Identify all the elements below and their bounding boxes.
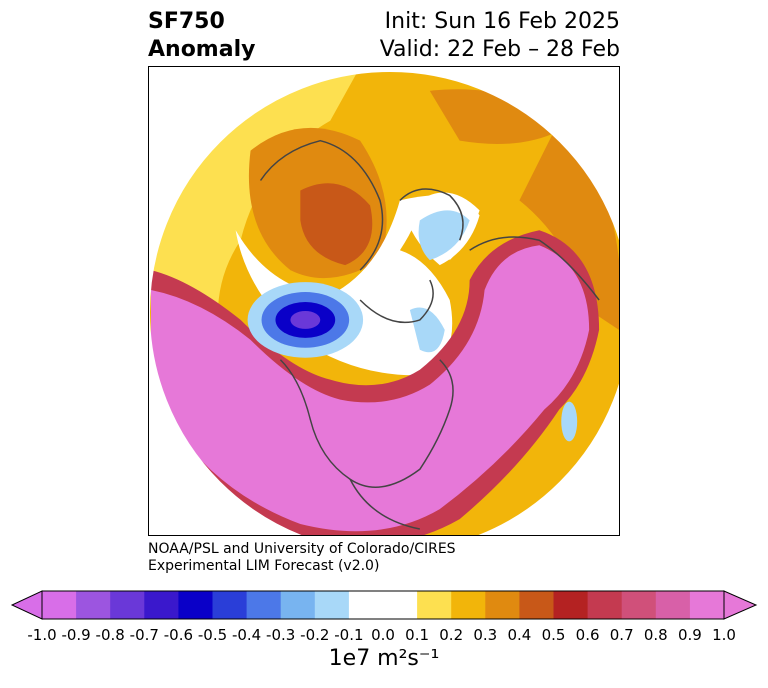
colorbar-bin bbox=[689, 591, 725, 619]
colorbar-bin bbox=[246, 591, 282, 619]
anomaly-fill bbox=[149, 70, 619, 535]
colorbar-tick-label: 1.0 bbox=[712, 626, 736, 644]
colorbar-tick-label: 0.4 bbox=[507, 626, 532, 644]
colorbar-tick-label: -0.3 bbox=[266, 626, 296, 644]
colorbar-tick-label: -0.6 bbox=[163, 626, 194, 644]
colorbar-tick-label: -0.7 bbox=[129, 626, 159, 644]
colorbar-bin bbox=[348, 591, 384, 619]
colorbar-tick-label: 0.5 bbox=[541, 626, 566, 644]
rust-center bbox=[300, 183, 373, 266]
coastlines bbox=[259, 100, 600, 530]
colorbar-unit: 1e7 m²s⁻¹ bbox=[328, 646, 440, 671]
title-left: SF750 Anomaly bbox=[148, 8, 255, 64]
blue-anomaly-north bbox=[418, 210, 470, 261]
colorbar-bin bbox=[519, 591, 554, 619]
valid-range: Valid: 22 Feb – 28 Feb bbox=[379, 37, 620, 62]
polar-anomaly-map bbox=[149, 70, 619, 535]
colorbar-bin bbox=[144, 591, 179, 619]
colorbar-bin bbox=[451, 591, 486, 619]
colorbar-extend-high bbox=[723, 590, 758, 620]
blue-low-center bbox=[290, 310, 321, 329]
colorbar-tick-label: -0.2 bbox=[300, 626, 330, 644]
colorbar-bin bbox=[178, 591, 213, 619]
colorbar-bin bbox=[110, 591, 145, 619]
disc-edge bbox=[149, 70, 619, 535]
colorbar-tick-label: 0.2 bbox=[439, 626, 464, 644]
colorbar-bin bbox=[621, 591, 657, 619]
colorbar-tick-label: -1.0 bbox=[27, 626, 57, 644]
colorbar-bin bbox=[553, 591, 589, 619]
colorbar-bin bbox=[314, 591, 350, 619]
colorbar-tick-label: -0.9 bbox=[61, 626, 91, 644]
blue-anomaly-atlantic bbox=[561, 401, 578, 442]
init-date: Init: Sun 16 Feb 2025 bbox=[384, 9, 620, 34]
colorbar-bin bbox=[587, 591, 623, 619]
colorbar-tick-label: 0.1 bbox=[405, 626, 430, 644]
colorbar-tick-label: -0.1 bbox=[334, 626, 364, 644]
colorbar-tick-label: -0.8 bbox=[95, 626, 125, 644]
colorbar-frame bbox=[41, 590, 725, 620]
colorbar-bin bbox=[212, 591, 248, 619]
colorbar-tick-label: -0.4 bbox=[231, 626, 262, 644]
title-right: Init: Sun 16 Feb 2025 Valid: 22 Feb – 28… bbox=[380, 8, 620, 64]
colorbar bbox=[10, 590, 758, 620]
credit-line-1: NOAA/PSL and University of Colorado/CIRE… bbox=[148, 541, 456, 557]
colorbar-tick-label: -0.5 bbox=[197, 626, 228, 644]
colorbar-tick-label: 0.0 bbox=[371, 626, 395, 644]
colorbar-bin bbox=[280, 591, 316, 619]
colorbar-bin bbox=[42, 591, 77, 619]
colorbar-tick-label: 0.3 bbox=[473, 626, 498, 644]
map-panel bbox=[148, 66, 620, 536]
colorbar-tick-label: 0.6 bbox=[575, 626, 600, 644]
colorbar-tick-label: 0.9 bbox=[677, 626, 702, 644]
colorbar-extend-low bbox=[10, 590, 43, 620]
colorbar-bin bbox=[383, 591, 418, 619]
magenta-ring bbox=[150, 245, 590, 532]
credit-text: NOAA/PSL and University of Colorado/CIRE… bbox=[148, 541, 456, 575]
colorbar-bin bbox=[417, 591, 452, 619]
colorbar-bin bbox=[76, 591, 111, 619]
variable-label: SF750 bbox=[148, 9, 225, 34]
anomaly-label: Anomaly bbox=[148, 37, 256, 62]
colorbar-ticks: -1.0 -0.9 -0.8 -0.7 -0.6 -0.5 -0.4 -0.3 -0.2 -0.1… bbox=[0, 626, 768, 646]
colorbar-tick-label: 0.7 bbox=[609, 626, 634, 644]
orange-north bbox=[429, 89, 560, 145]
colorbar-bin bbox=[485, 591, 520, 619]
blue-anomaly-arctic bbox=[409, 307, 445, 353]
colorbar-tick-label: 0.8 bbox=[643, 626, 668, 644]
credit-line-2: Experimental LIM Forecast (v2.0) bbox=[148, 558, 380, 574]
colorbar-bin bbox=[655, 591, 691, 619]
